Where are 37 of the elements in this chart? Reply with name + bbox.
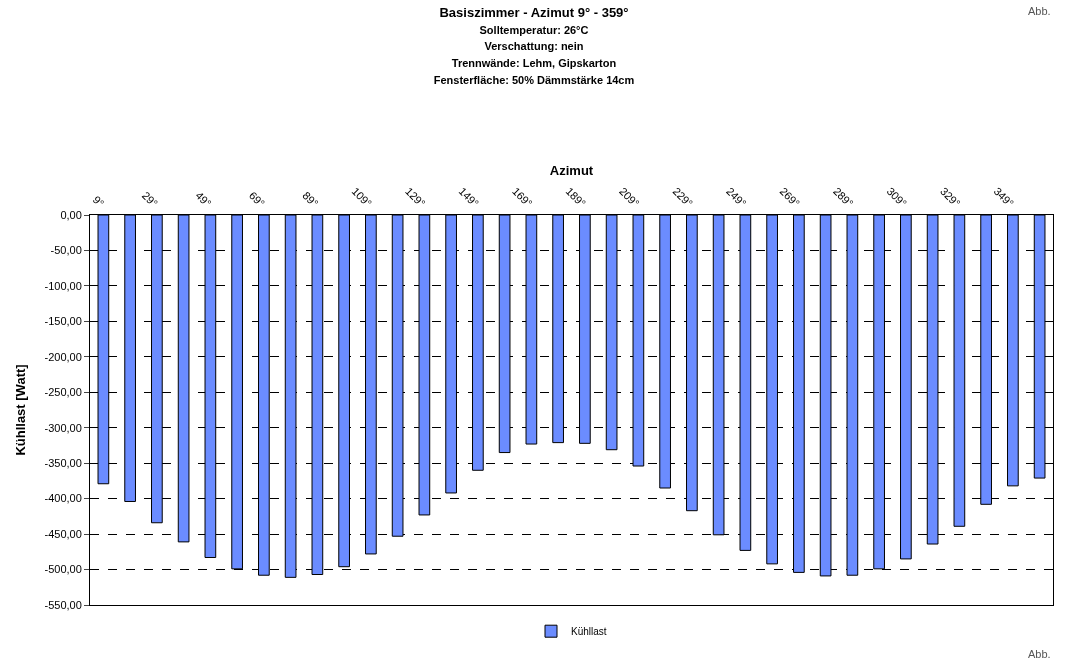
y-tick-label: -50,00 xyxy=(50,244,82,257)
x-tick-label: 149° xyxy=(456,184,482,210)
y-tick-label: -350,00 xyxy=(44,457,82,470)
y-tick-label: -550,00 xyxy=(44,598,82,611)
x-tick-label: 9° xyxy=(90,193,107,210)
y-axis-title: Kühllast [Watt] xyxy=(13,364,29,456)
text: Abb. xyxy=(1028,648,1051,660)
y-tick-label: -450,00 xyxy=(44,527,82,540)
x-tick-label: 29° xyxy=(139,189,161,210)
y-tick-label: -150,00 xyxy=(44,315,82,328)
x-tick-label: 49° xyxy=(193,189,214,210)
x-tick-label: 129° xyxy=(402,184,428,210)
y-tick-label: 0,00 xyxy=(60,208,82,221)
x-tick-label: 169° xyxy=(509,184,535,210)
legend-label: Kühllast xyxy=(571,626,607,638)
x-tick-label: 189° xyxy=(563,184,589,210)
x-tick-label: 209° xyxy=(616,184,642,210)
chart-title: Basiszimmer - Azimut 9° - 359° xyxy=(439,4,629,20)
x-tick-label: 309° xyxy=(884,184,910,210)
x-tick-label: 329° xyxy=(937,184,963,210)
x-tick-label: 349° xyxy=(991,184,1017,210)
y-tick-label: -250,00 xyxy=(44,386,82,399)
text: Abb. xyxy=(1028,5,1051,17)
x-tick-label: 269° xyxy=(777,184,803,210)
y-tick-label: -200,00 xyxy=(44,350,82,363)
chart-subtitle: Solltemperatur: 26°C Verschattung: nein Trennwände: Lehm, Gipskarton Fensterfläche: 50% Dämmstärke 14cm xyxy=(433,23,635,87)
y-tick-label: -400,00 xyxy=(44,492,82,505)
y-tick-label: -300,00 xyxy=(44,421,82,434)
x-tick-label: 69° xyxy=(246,189,268,210)
x-axis-title: Azimut xyxy=(549,162,594,178)
y-tick-label: -500,00 xyxy=(44,563,82,576)
x-tick-label: 289° xyxy=(830,184,856,210)
x-tick-label: 229° xyxy=(670,184,696,210)
x-tick-label: 249° xyxy=(723,184,749,210)
x-tick-label: 89° xyxy=(300,189,321,210)
x-tick-label: 109° xyxy=(349,184,375,210)
y-tick-label: -100,00 xyxy=(44,279,82,292)
